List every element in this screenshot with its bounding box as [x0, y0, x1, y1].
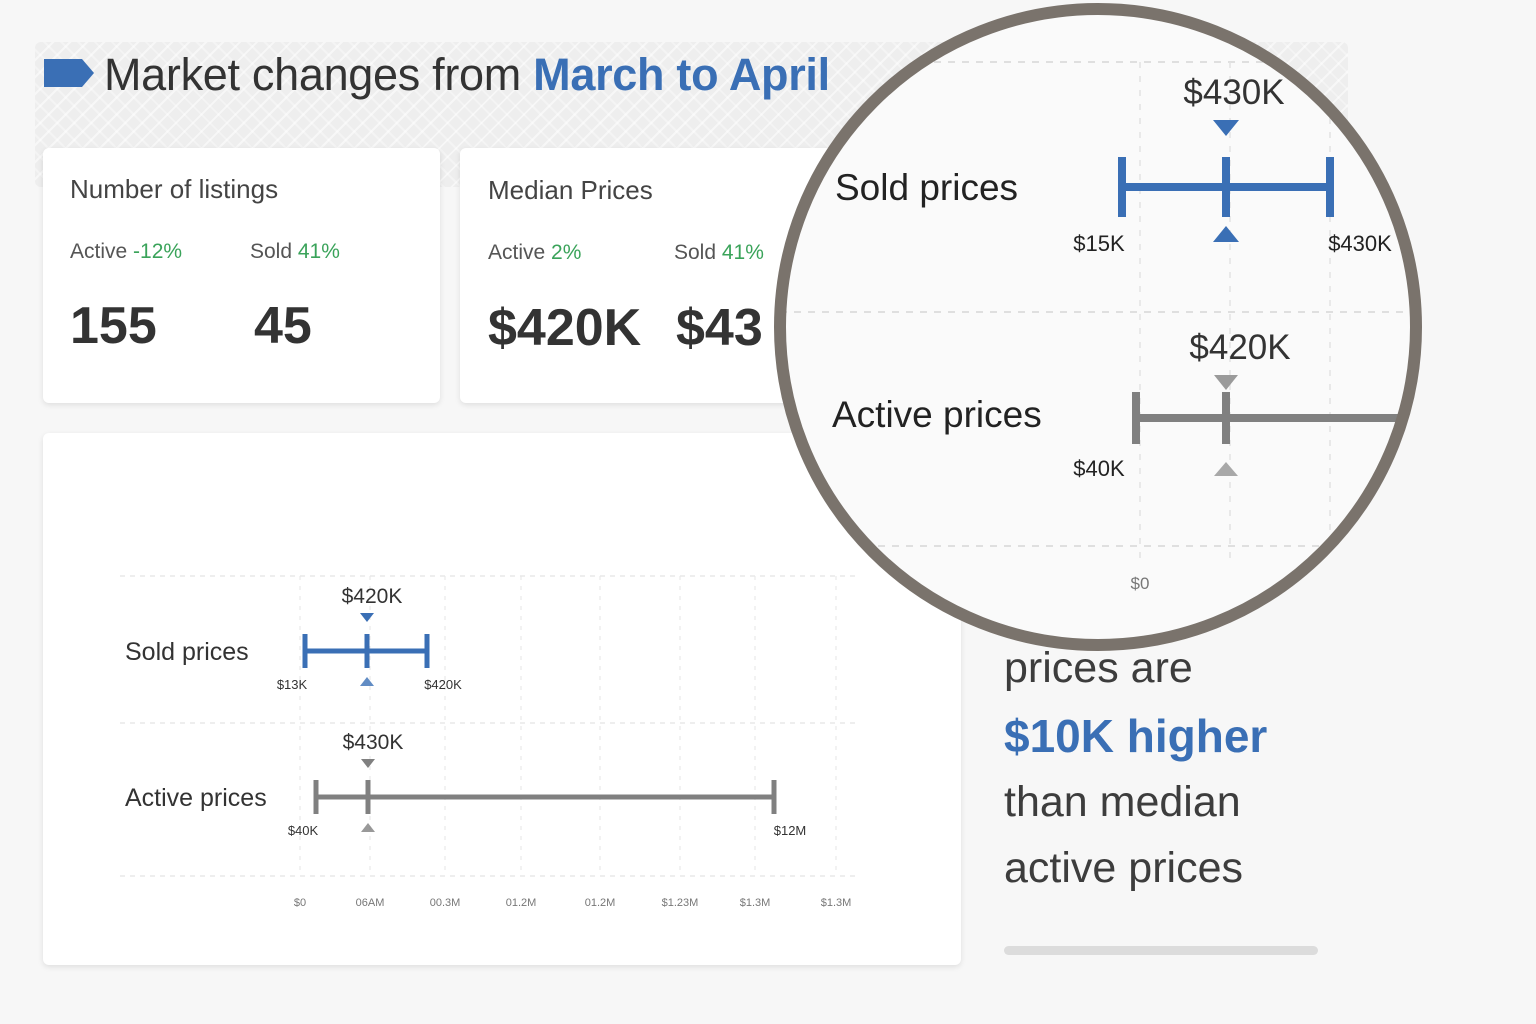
zoom-active-median-marker-top [1214, 375, 1238, 390]
magnifier-ring [774, 3, 1422, 651]
side-note-line-4: active prices [1004, 844, 1243, 892]
zoom-sold-max-label: $430K [1328, 231, 1392, 256]
x-tick-label: 00.3M [430, 897, 461, 909]
prices-sold-pct: 41% [721, 241, 764, 264]
listings-active-label: Active -12% [70, 240, 182, 264]
zoom-active-series-label: Active prices [832, 394, 1042, 435]
lens-fill [780, 9, 1416, 645]
prices-active-label: Active 2% [488, 241, 581, 265]
side-note-divider [1004, 946, 1318, 955]
sold-max-label: $420K [424, 677, 462, 692]
side-note-line-1: prices are [1004, 644, 1193, 692]
side-note-highlight: $10K higher [1004, 710, 1268, 762]
zoom-sold-min-label: $15K [1073, 231, 1125, 256]
prices-card-title: Median Prices [488, 175, 653, 205]
sold-median-label: $420K [342, 585, 403, 608]
listings-active-pct: -12% [133, 240, 183, 263]
page-title-accent: March to April [533, 49, 830, 100]
zoom-active-min-label: $40K [1073, 456, 1125, 481]
x-tick-label: 01.2M [585, 897, 616, 909]
listings-sold-label: Sold 41% [250, 240, 340, 264]
zoom-x-tick-label: $0 [1131, 574, 1150, 593]
side-note-line-3: than median [1004, 778, 1241, 826]
listings-active-value: 155 [70, 297, 157, 355]
x-tick-label: 06AM [356, 897, 385, 909]
listings-active-text: Active [70, 240, 134, 263]
sold-median-marker-top [360, 613, 374, 622]
sold-median-marker-bottom [360, 677, 374, 686]
x-tick-label: $0 [294, 897, 306, 909]
prices-active-pct: 2% [551, 241, 582, 264]
zoom-active-median-label: $420K [1189, 328, 1290, 367]
prices-sold-label: Sold 41% [674, 241, 764, 265]
active-min-label: $40K [288, 823, 319, 838]
active-median-marker-bottom [361, 823, 375, 832]
prices-sold-text: Sold [674, 241, 722, 264]
active-series-label: Active prices [125, 784, 267, 812]
prices-active-text: Active [488, 241, 552, 264]
page-title-prefix: Market changes from [104, 49, 534, 100]
active-median-marker-top [361, 759, 375, 768]
prices-sold-value: $43 [676, 299, 763, 357]
listings-card-title: Number of listings [70, 174, 279, 204]
flag-icon [44, 59, 94, 87]
sold-series-label: Sold prices [125, 638, 249, 666]
prices-active-value: $420K [488, 299, 642, 357]
zoom-sold-series-label: Sold prices [835, 167, 1018, 208]
zoom-active-median-marker-bottom [1214, 462, 1238, 476]
zoom-sold-median-marker-top [1213, 120, 1239, 136]
zoom-sold-median-label: $430K [1183, 73, 1284, 112]
active-median-label: $430K [343, 731, 404, 754]
x-tick-label: $1.23M [662, 897, 699, 909]
sold-min-label: $13K [277, 677, 308, 692]
listings-sold-text: Sold [250, 240, 298, 263]
listings-card: Number of listings Active -12% Sold 41% … [43, 148, 440, 403]
listings-sold-value: 45 [254, 297, 312, 355]
x-tick-label: 01.2M [506, 897, 537, 909]
page-title: Market changes from March to April [104, 46, 830, 104]
active-max-label: $12M [774, 823, 807, 838]
zoom-sold-median-marker-bottom [1213, 226, 1239, 242]
x-tick-label: $1.3M [821, 897, 852, 909]
x-tick-label: $1.3M [740, 897, 771, 909]
listings-sold-pct: 41% [297, 240, 340, 263]
